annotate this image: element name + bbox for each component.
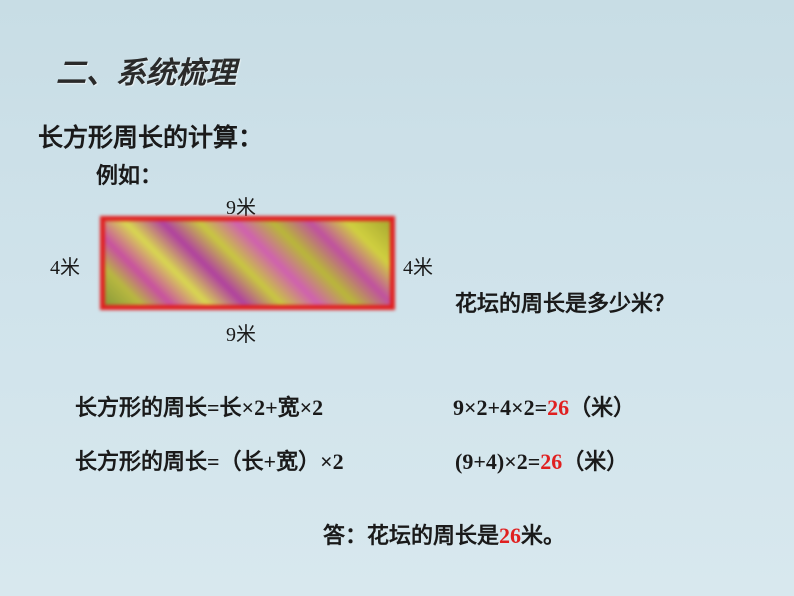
dimension-right: 4米 <box>403 251 433 280</box>
section-title: 二、系统梳理 <box>56 48 236 92</box>
calc1-result: 26 <box>547 395 569 420</box>
calculation-1: 9×2+4×2=26（米） <box>453 390 635 422</box>
formula-2: 长方形的周长=（长+宽）×2 <box>75 444 344 476</box>
answer-suffix: 米。 <box>521 523 565 548</box>
dimension-bottom: 9米 <box>226 318 256 347</box>
subtitle: 长方形周长的计算： <box>38 118 263 154</box>
dimension-left: 4米 <box>50 251 80 280</box>
example-label: 例如： <box>96 158 162 190</box>
question-text: 花坛的周长是多少米？ <box>455 286 675 318</box>
calc2-suffix: （米） <box>562 449 628 474</box>
calc1-suffix: （米） <box>569 395 635 420</box>
answer-value: 26 <box>499 523 521 548</box>
calc1-prefix: 9×2+4×2= <box>453 395 547 420</box>
calc2-result: 26 <box>540 449 562 474</box>
flower-bed-rectangle <box>100 216 395 310</box>
answer-prefix: 答：花坛的周长是 <box>323 523 499 548</box>
calculation-2: (9+4)×2=26（米） <box>455 444 628 476</box>
formula-1: 长方形的周长=长×2+宽×2 <box>75 390 323 422</box>
calc2-prefix: (9+4)×2= <box>455 449 540 474</box>
answer-text: 答：花坛的周长是26米。 <box>323 518 565 550</box>
